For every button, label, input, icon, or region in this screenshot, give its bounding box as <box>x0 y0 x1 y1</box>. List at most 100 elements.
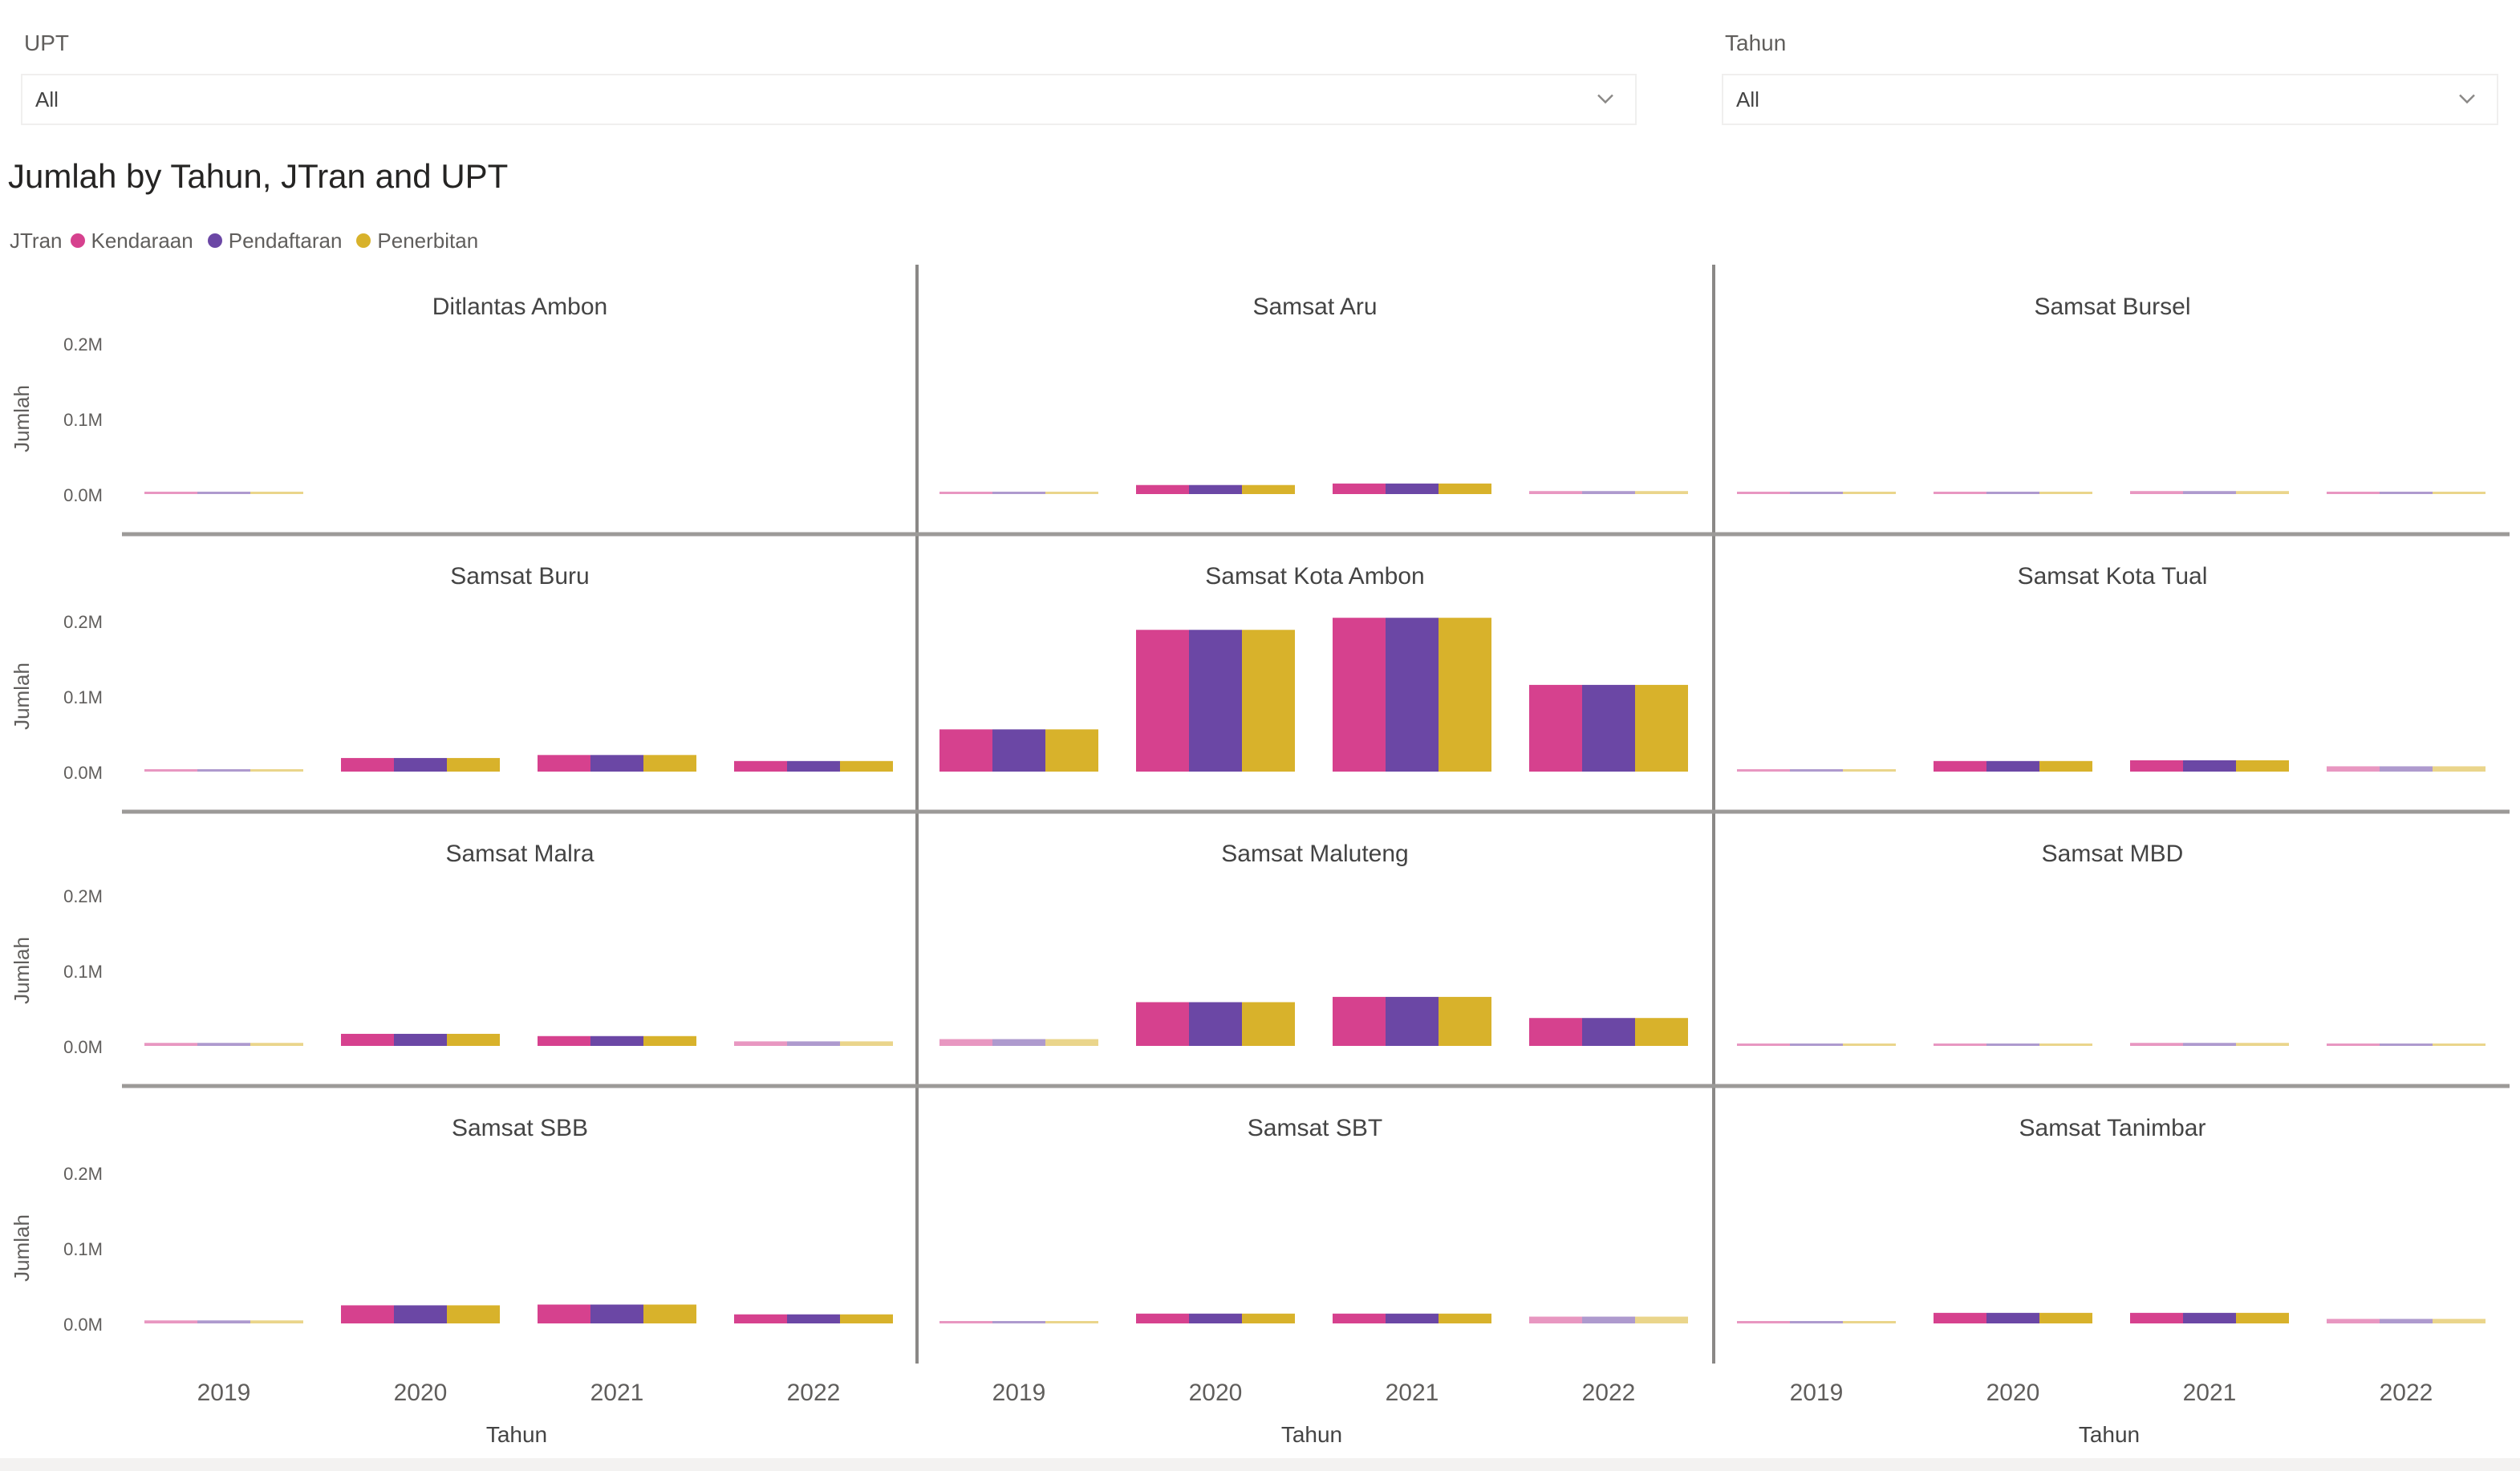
bar-penerbitan <box>250 492 303 494</box>
y-axis-label: Jumlah <box>10 1214 34 1282</box>
y-tick-label: 0.0M <box>63 485 103 505</box>
bar-penerbitan <box>1045 1321 1098 1323</box>
bar-kendaraan <box>1529 1316 1582 1323</box>
bar-kendaraan <box>2130 1312 2183 1323</box>
bar-pendaftaran <box>787 1314 840 1323</box>
bar-pendaftaran <box>197 1043 250 1046</box>
tahun-dropdown[interactable]: All <box>1722 74 2498 125</box>
x-tick-label: 2021 <box>2183 1380 2237 1406</box>
panel-title: Ditlantas Ambon <box>432 294 607 320</box>
bar-kendaraan <box>939 492 992 494</box>
tahun-filter: Tahun All <box>1722 27 2498 125</box>
bar-pendaftaran <box>2380 1043 2433 1046</box>
x-tick-label: 2022 <box>1582 1380 1636 1406</box>
bar-penerbitan <box>643 1304 696 1323</box>
bar-kendaraan <box>939 1321 992 1323</box>
bar-kendaraan <box>1333 1313 1386 1323</box>
x-tick-label: 2021 <box>590 1380 644 1406</box>
x-tick-label: 2020 <box>394 1380 448 1406</box>
bar-kendaraan <box>1136 1002 1189 1046</box>
panel-title: Samsat Kota Ambon <box>1205 563 1425 590</box>
bar-penerbitan <box>2039 760 2092 772</box>
bar-pendaftaran <box>2380 766 2433 772</box>
bar-kendaraan <box>1333 483 1386 494</box>
legend-swatch-kendaraan <box>70 233 85 248</box>
x-axis-label: Tahun <box>1281 1422 1342 1447</box>
bar-pendaftaran <box>2380 492 2433 494</box>
legend-item-pendaftaran[interactable]: Pendaftaran <box>207 229 342 253</box>
bar-pendaftaran <box>1189 484 1242 494</box>
bar-kendaraan <box>2327 1043 2380 1046</box>
bar-pendaftaran <box>1986 760 2039 772</box>
bar-kendaraan <box>1737 769 1790 772</box>
bar-penerbitan <box>2039 1312 2092 1323</box>
bar-pendaftaran <box>1790 769 1843 772</box>
bar-kendaraan <box>341 1305 394 1323</box>
bar-kendaraan <box>341 758 394 772</box>
legend-swatch-pendaftaran <box>207 233 222 248</box>
bar-penerbitan <box>1242 630 1295 772</box>
bar-kendaraan <box>538 755 590 772</box>
bar-kendaraan <box>939 729 992 772</box>
bar-pendaftaran <box>1386 1313 1439 1323</box>
bar-penerbitan <box>1439 1313 1491 1323</box>
bar-kendaraan <box>2327 492 2380 494</box>
bar-penerbitan <box>1843 492 1896 494</box>
bar-kendaraan <box>1529 1018 1582 1046</box>
bar-pendaftaran <box>1386 483 1439 494</box>
bar-kendaraan <box>1934 1312 1986 1323</box>
bar-penerbitan <box>250 1320 303 1323</box>
bar-penerbitan <box>1242 484 1295 494</box>
bar-pendaftaran <box>1790 1043 1843 1046</box>
legend-swatch-penerbitan <box>356 233 371 248</box>
upt-dropdown[interactable]: All <box>21 74 1637 125</box>
y-tick-label: 0.2M <box>63 334 103 355</box>
bar-kendaraan <box>1136 484 1189 494</box>
bar-kendaraan <box>734 1314 787 1323</box>
legend-item-penerbitan[interactable]: Penerbitan <box>356 229 478 253</box>
bar-penerbitan <box>1439 996 1491 1046</box>
bar-kendaraan <box>144 1043 197 1046</box>
bar-penerbitan <box>1635 1018 1688 1046</box>
bar-kendaraan <box>1737 492 1790 494</box>
legend-label-penerbitan: Penerbitan <box>377 228 479 253</box>
bar-pendaftaran <box>1986 492 2039 494</box>
legend-item-kendaraan[interactable]: Kendaraan <box>70 229 193 253</box>
bar-kendaraan <box>1934 760 1986 772</box>
bar-kendaraan <box>538 1035 590 1046</box>
bar-penerbitan <box>2236 491 2289 494</box>
bar-penerbitan <box>2039 492 2092 494</box>
bar-penerbitan <box>1635 1316 1688 1323</box>
legend-title: JTran <box>10 228 63 253</box>
bar-penerbitan <box>447 1305 500 1323</box>
chart-title: Jumlah by Tahun, JTran and UPT <box>8 157 509 195</box>
bar-kendaraan <box>1529 684 1582 772</box>
bar-kendaraan <box>341 1033 394 1046</box>
bottom-scroll-strip <box>0 1458 2520 1471</box>
bar-kendaraan <box>734 760 787 772</box>
bar-pendaftaran <box>787 1041 840 1046</box>
panel-title: Samsat Bursel <box>2034 294 2190 320</box>
bar-penerbitan <box>2039 1043 2092 1046</box>
x-tick-label: 2021 <box>1386 1380 1439 1406</box>
y-tick-label: 0.1M <box>63 962 103 982</box>
bar-kendaraan <box>1136 630 1189 772</box>
bar-kendaraan <box>1737 1321 1790 1323</box>
bar-pendaftaran <box>992 1321 1045 1323</box>
bar-penerbitan <box>1045 492 1098 494</box>
panel-title: Samsat Kota Tual <box>2018 563 2208 590</box>
bar-pendaftaran <box>992 492 1045 494</box>
bar-kendaraan <box>2130 1043 2183 1046</box>
bar-kendaraan <box>1333 996 1386 1046</box>
bar-pendaftaran <box>2183 760 2236 772</box>
panel-title: Samsat Buru <box>450 563 589 590</box>
bar-pendaftaran <box>1790 1321 1843 1323</box>
x-tick-label: 2019 <box>197 1380 251 1406</box>
bar-penerbitan <box>1439 483 1491 494</box>
tahun-dropdown-value: All <box>1736 87 1759 111</box>
bar-penerbitan <box>250 1043 303 1046</box>
x-axis-label: Tahun <box>2079 1422 2140 1447</box>
y-tick-label: 0.0M <box>63 1315 103 1335</box>
bar-penerbitan <box>1843 1043 1896 1046</box>
